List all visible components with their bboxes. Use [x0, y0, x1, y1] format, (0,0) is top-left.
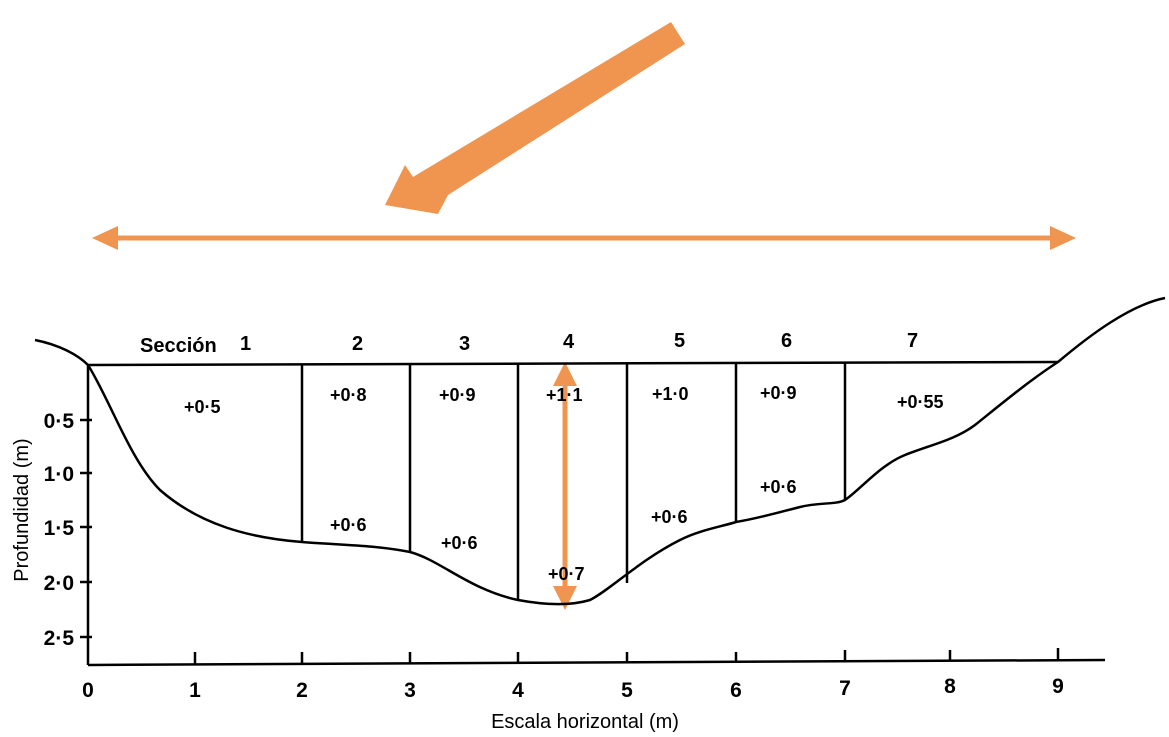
depth-arrow-bottom-head [553, 586, 577, 610]
section-label-6: 6 [781, 330, 792, 352]
y-axis-title: Profundidad (m) [11, 438, 33, 581]
y-tick-label: 2·5 [44, 627, 75, 650]
velocity-label: +1·1 [546, 385, 583, 405]
depth-arrow-top-head [553, 362, 577, 386]
velocity-label: +0·6 [330, 515, 367, 535]
riverbed-profile [86, 296, 1166, 606]
x-tick-label: 5 [621, 679, 633, 702]
x-tick-label: 3 [404, 679, 416, 702]
y-axis-ticks [80, 418, 92, 639]
section-label-4: 4 [563, 331, 575, 353]
section-label-5: 5 [674, 330, 685, 352]
width-arrow-right-head [1050, 226, 1076, 250]
flow-direction-arrow [385, 22, 685, 214]
y-tick-label: 1·5 [44, 517, 75, 540]
x-tick-label: 4 [512, 679, 524, 702]
velocity-label: +0·6 [760, 477, 797, 497]
cross-section [34, 296, 1166, 606]
left-bank-line [34, 338, 89, 366]
velocity-label: +0·9 [760, 383, 797, 403]
section-prefix: Sección [140, 335, 217, 357]
velocity-label: +0·9 [439, 385, 476, 405]
x-tick-label: 6 [730, 679, 742, 702]
section-label-3: 3 [459, 333, 470, 355]
velocity-label: +0·6 [441, 533, 478, 553]
axes [80, 365, 1106, 667]
y-axis-tick-labels: 0·5 1·0 1·5 2·0 2·5 [44, 410, 75, 650]
x-tick-label: 2 [296, 679, 308, 702]
orange-annotations [92, 22, 1076, 610]
velocity-label: +0·8 [330, 385, 367, 405]
y-tick-label: 1·0 [44, 463, 74, 486]
section-label-1: 1 [240, 333, 251, 355]
velocity-label: +1·0 [652, 384, 689, 404]
x-axis-line [87, 658, 1106, 667]
section-labels: Sección 1 2 3 4 5 6 7 [140, 330, 918, 357]
x-tick-label: 7 [839, 677, 851, 700]
velocity-label: +0·55 [897, 392, 944, 412]
width-arrow-left-head [92, 226, 118, 250]
x-tick-label: 9 [1052, 675, 1064, 698]
x-axis-title: Escala horizontal (m) [491, 711, 679, 733]
x-axis-ticks [193, 648, 1060, 665]
x-tick-label: 8 [944, 675, 956, 698]
velocity-label: +0·6 [651, 507, 688, 527]
water-surface-line [87, 360, 1059, 367]
velocity-labels: +0·5 +0·8 +0·9 +1·1 +1·0 +0·9 +0·55 +0·6… [184, 383, 944, 584]
velocity-label: +0·5 [184, 397, 221, 417]
x-tick-label: 0 [82, 679, 94, 702]
y-tick-label: 2·0 [44, 572, 74, 595]
velocity-label: +0·7 [548, 564, 585, 584]
x-axis-tick-labels: 0 1 2 3 4 5 6 7 8 9 [82, 675, 1064, 702]
section-label-2: 2 [352, 333, 363, 355]
section-label-7: 7 [907, 330, 918, 352]
y-tick-label: 0·5 [44, 410, 75, 433]
x-tick-label: 1 [189, 679, 201, 702]
